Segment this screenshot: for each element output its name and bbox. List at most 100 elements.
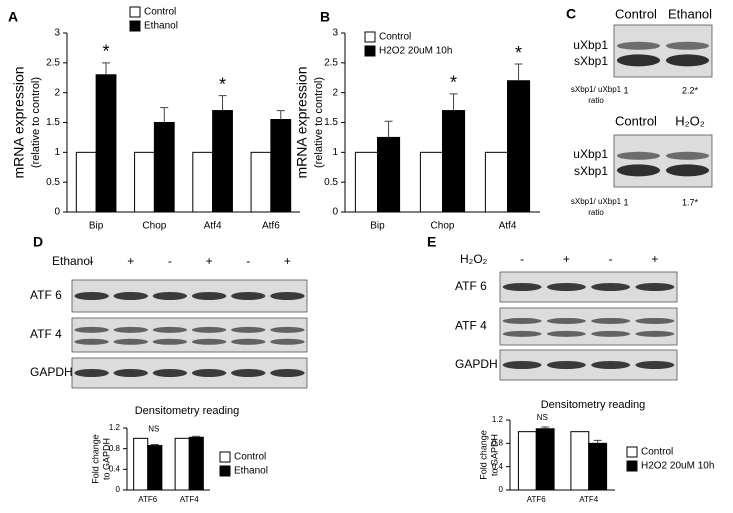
blot-band: [152, 338, 188, 345]
blot: [613, 134, 713, 188]
blot-band: [191, 338, 227, 345]
annotation: NS: [148, 424, 159, 433]
y-tick-label: 1: [332, 147, 338, 158]
blot-band: [546, 283, 586, 291]
blot-band: [191, 369, 227, 377]
legend-label: H2O2 20uM 10h: [641, 461, 714, 472]
lane-sign: +: [563, 252, 570, 266]
y-tick-label: 0.5: [324, 177, 338, 188]
column-label: Control: [615, 6, 657, 21]
x-tick-label: Atf4: [204, 221, 222, 232]
y-tick-label: 0: [116, 485, 121, 494]
legend-label: Control: [144, 7, 176, 18]
blot-band: [191, 292, 227, 300]
column-label: Control: [615, 113, 657, 128]
band-label: uXbp1: [573, 147, 608, 161]
legend-label: Control: [234, 452, 266, 463]
y-axis-label: to GAPDH: [101, 438, 111, 480]
lane-sign: +: [651, 252, 658, 266]
row-label: GAPDH: [30, 365, 73, 379]
ratio-label: sXbp1/ uXbp1: [571, 85, 622, 94]
panel-label: C: [566, 6, 576, 22]
x-tick-label: Bip: [89, 221, 104, 232]
y-axis-label: mRNA expression: [294, 66, 310, 178]
blot-band: [635, 361, 675, 369]
blot-band: [591, 283, 631, 291]
lane-sign: +: [127, 254, 134, 268]
y-tick-label: 0: [54, 207, 60, 218]
error-bar: [276, 110, 285, 120]
blot-band: [231, 369, 266, 377]
row-label: GAPDH: [455, 357, 498, 371]
lane-sign: -: [168, 254, 172, 268]
blot-band: [665, 164, 710, 177]
bar: [250, 151, 272, 213]
bar: [95, 74, 117, 213]
blot-band: [152, 369, 188, 377]
y-tick-label: 3: [54, 28, 60, 39]
legend-swatch: [626, 460, 638, 472]
x-tick-label: Atf6: [262, 221, 280, 232]
error-bar: [102, 62, 111, 75]
x-tick-label: ATF6: [527, 495, 547, 504]
y-tick-label: 1: [54, 147, 60, 158]
blot: [613, 24, 713, 78]
blot-band: [74, 369, 109, 377]
error-bar: [150, 444, 159, 446]
blot-band: [113, 338, 148, 345]
x-tick-label: ATF4: [180, 495, 200, 504]
blot: [71, 279, 308, 313]
bar: [174, 437, 190, 491]
blot-band: [74, 292, 109, 300]
x-tick-label: Bip: [370, 221, 385, 232]
treatment-label: Ethanol: [52, 254, 93, 268]
chart-title: Densitometry reading: [135, 405, 240, 417]
y-axis-label: to GAPDH: [489, 434, 499, 476]
blot: [71, 317, 308, 353]
legend-label: Control: [379, 32, 411, 43]
blot-band: [546, 330, 586, 337]
blot-band: [231, 292, 266, 300]
x-tick-label: ATF6: [138, 495, 158, 504]
blot-band: [74, 338, 109, 345]
blot-band: [113, 369, 148, 377]
band-label: sXbp1: [574, 164, 608, 178]
y-tick-label: 2.5: [324, 57, 338, 68]
y-tick-label: 0.8: [109, 444, 121, 453]
y-tick-label: 0.4: [109, 464, 121, 473]
y-axis-label: (relative to control): [30, 77, 42, 168]
bar: [507, 80, 531, 213]
blot-band: [665, 41, 710, 50]
blot-band: [270, 369, 305, 377]
legend-swatch: [626, 446, 638, 458]
blot-band: [591, 330, 631, 337]
blot-band: [546, 361, 586, 369]
significance: *: [515, 43, 522, 63]
blot-band: [502, 361, 542, 369]
blot-band: [665, 151, 710, 160]
bar: [377, 136, 401, 213]
blot-band: [616, 54, 661, 67]
x-tick-label: Atf4: [499, 221, 517, 232]
error-bar: [514, 63, 523, 81]
blot-band: [616, 151, 661, 160]
legend-swatch: [129, 6, 141, 18]
blot-band: [591, 361, 631, 369]
y-tick-label: 2: [332, 87, 338, 98]
x-tick-label: Chop: [142, 221, 166, 232]
blot-band: [191, 326, 227, 333]
x-tick-label: Chop: [431, 221, 455, 232]
row-label: ATF 6: [30, 288, 62, 302]
error-bar: [192, 435, 201, 438]
significance: *: [219, 74, 226, 94]
bar: [188, 436, 204, 491]
significance: *: [450, 73, 457, 93]
bar: [134, 151, 155, 213]
error-bar: [449, 93, 458, 111]
error-bar: [160, 107, 169, 123]
bar: [153, 122, 175, 213]
blot-band: [635, 330, 675, 337]
y-tick-label: 0.8: [492, 438, 504, 447]
bar: [354, 151, 378, 213]
legend-swatch: [129, 20, 141, 32]
